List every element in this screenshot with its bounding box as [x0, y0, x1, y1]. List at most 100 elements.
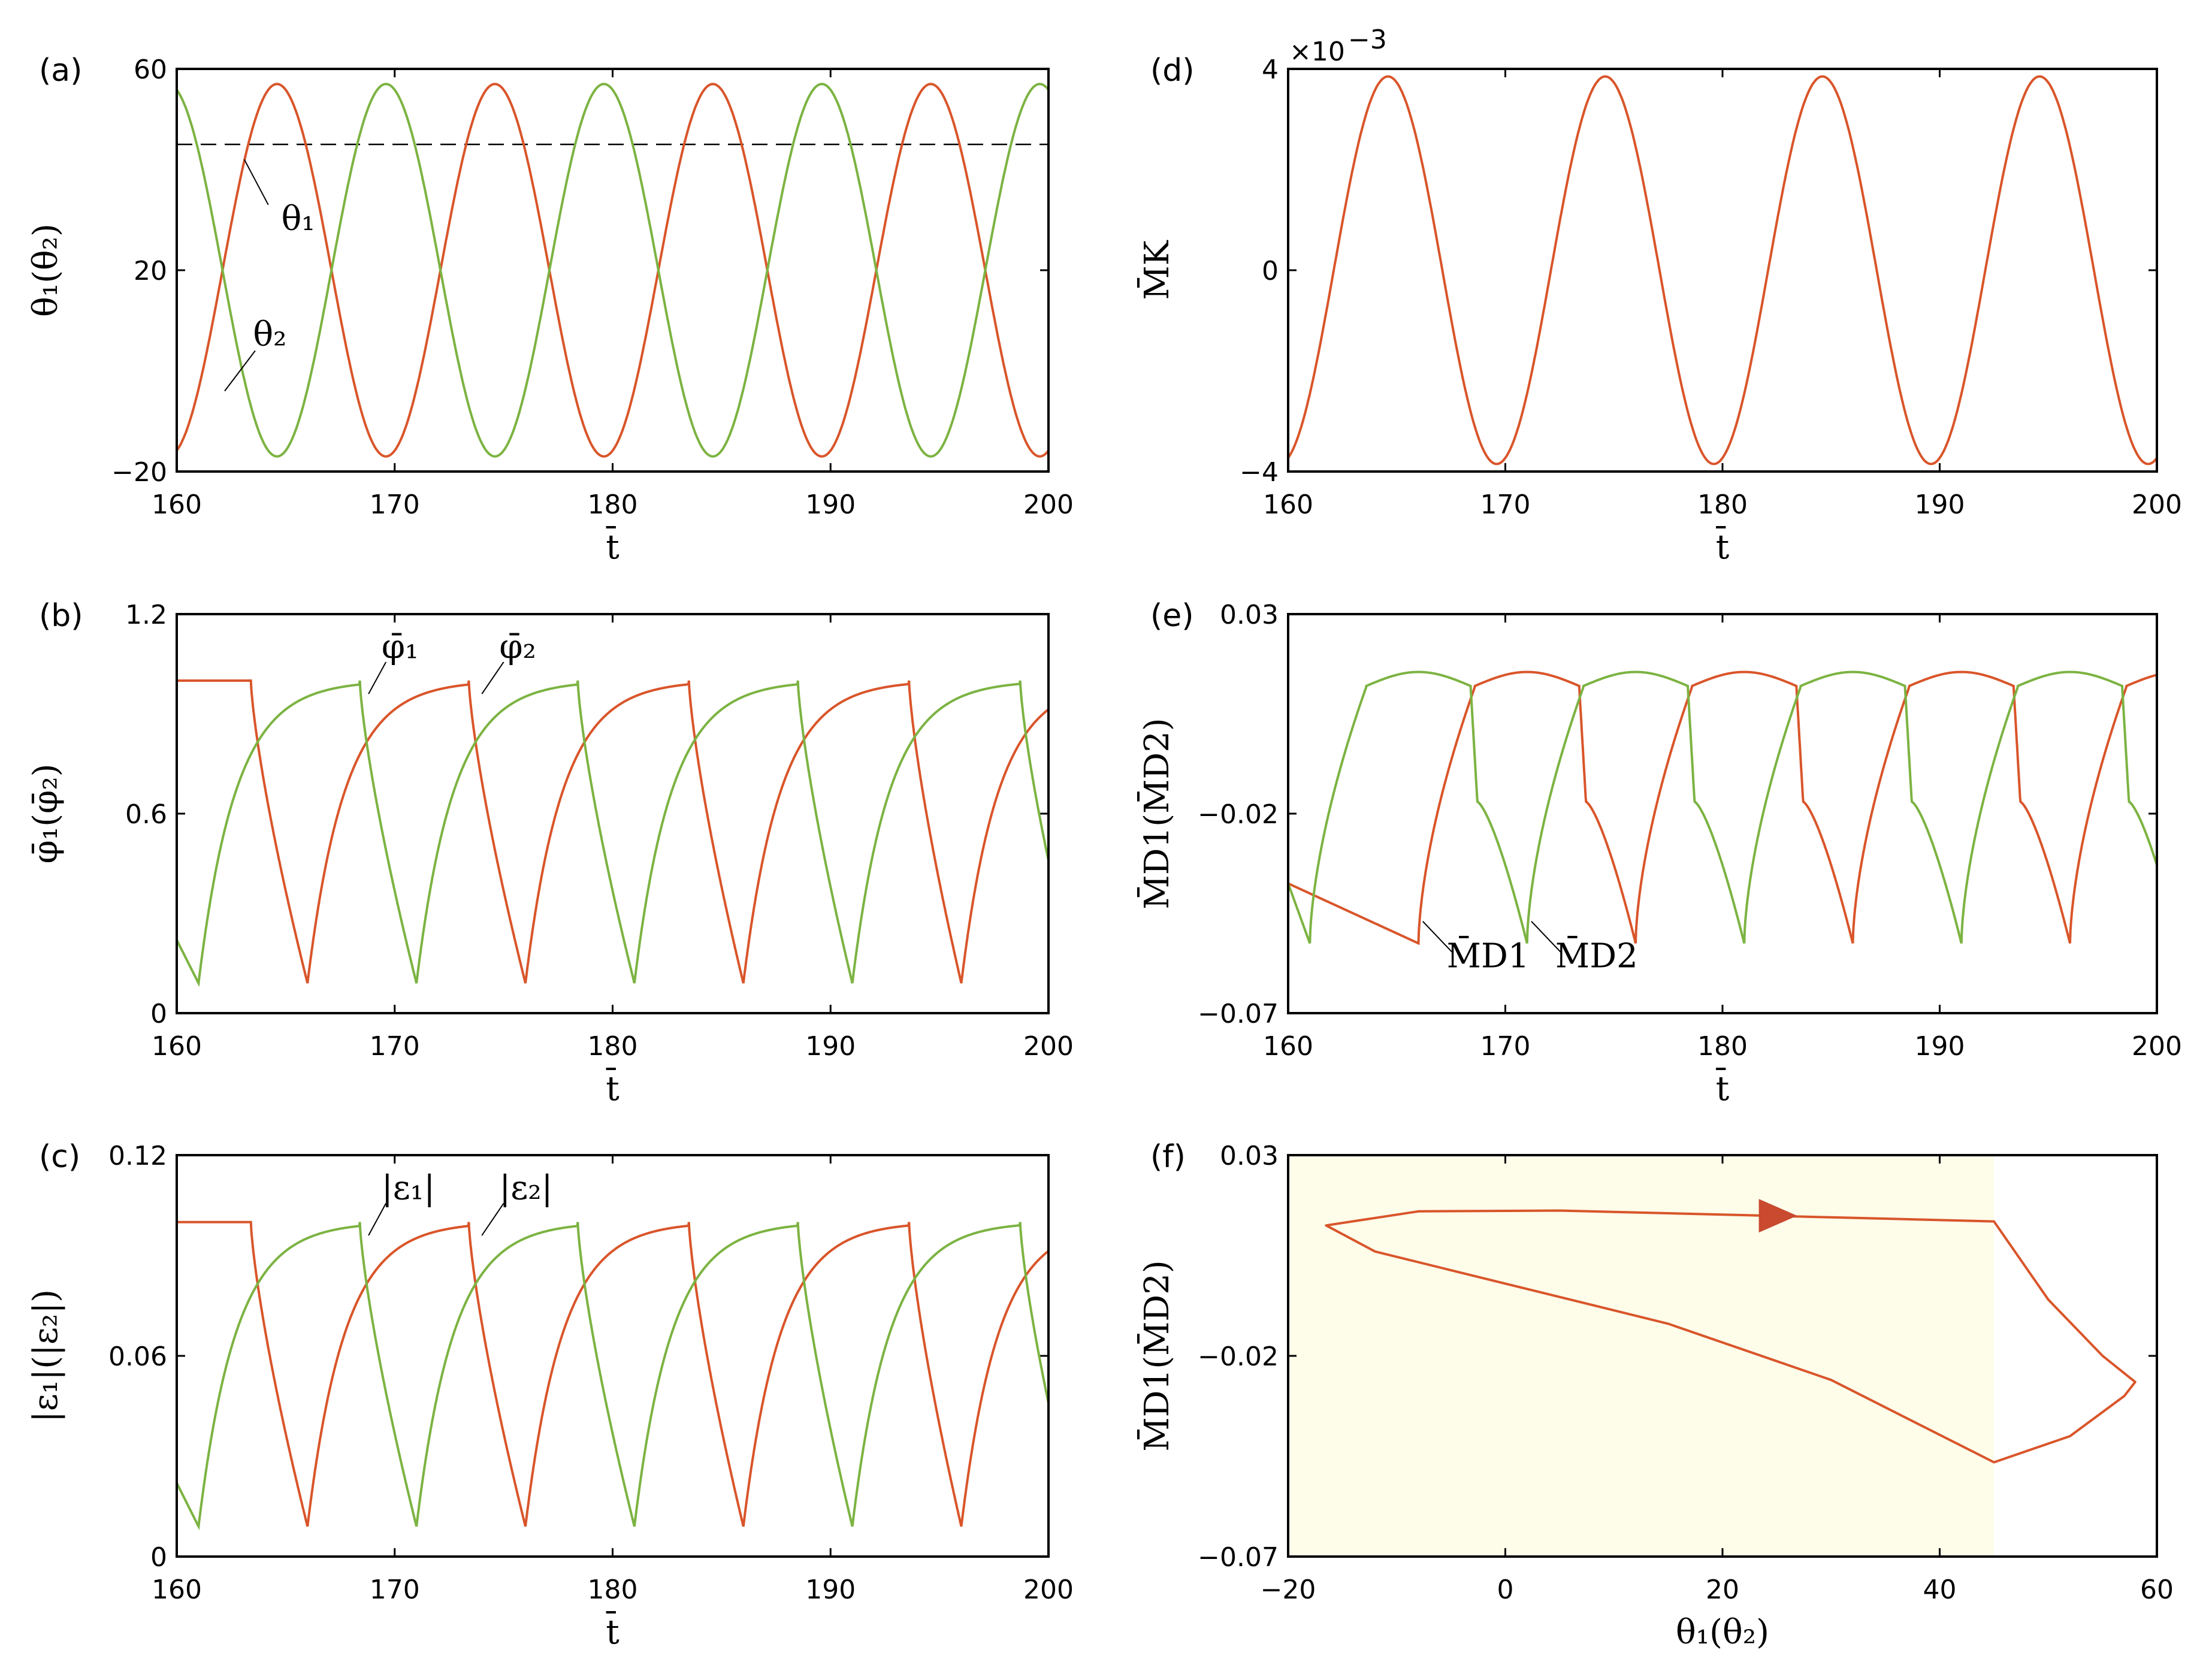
plot-frame — [176, 613, 1050, 1014]
x-tick-label: 200 — [2132, 1031, 2182, 1062]
y-axis-label: θ₁(θ₂) — [26, 223, 65, 317]
x-axis-label: t̄ — [1715, 525, 1729, 567]
panel-e: 160 170 180 190 200 −0.07 −0.02 0.03 t̄ M̄D1(M̄D2… — [1137, 598, 2182, 1108]
series-theta1-line — [176, 83, 1050, 458]
series-theta2-line — [176, 83, 1050, 458]
y-tick-label: 0.6 — [125, 799, 167, 830]
x-axis-label: θ₁(θ₂) — [1676, 1613, 1769, 1652]
x-tick-label: 190 — [805, 489, 856, 520]
panel-label: (a) — [39, 53, 82, 89]
annot-leader — [1531, 921, 1563, 954]
y-tick-label: −0.07 — [1198, 999, 1279, 1029]
y-axis-label: |ε₁|(|ε₂|) — [26, 1289, 65, 1422]
series-label-1: |ε₁| — [382, 1169, 435, 1208]
y-tick-label: 1.2 — [125, 600, 167, 630]
y-axis-label: φ̄₁(φ̄₂) — [26, 763, 65, 863]
series-mk-line — [1287, 75, 2158, 466]
x-tick-label: 180 — [588, 489, 638, 520]
y-axis-label: M̄K — [1137, 240, 1177, 300]
x-tick-label: 170 — [370, 489, 420, 520]
panel-a: 160 170 180 190 200 −20 20 60 t̄ θ₁(θ₂) (a) θ₁ θ₂ — [26, 53, 1074, 567]
x-tick-label: 40 — [1923, 1575, 1957, 1605]
x-tick-label: 170 — [1480, 489, 1531, 520]
series-label-md1: M̄D1 — [1447, 935, 1530, 975]
exponent-value: −3 — [1348, 25, 1387, 55]
x-tick-label: 200 — [2132, 489, 2182, 520]
y-tick-label: 20 — [134, 256, 167, 286]
shaded-region — [1288, 1155, 1995, 1557]
panel-d: 160 170 180 190 200 −4 0 4 t̄ M̄K (d) ×10 −3 — [1137, 25, 2182, 567]
y-tick-label: 0.03 — [1220, 1141, 1279, 1171]
y-tick-label: −4 — [1240, 457, 1279, 488]
plot-frame — [1287, 68, 2158, 473]
x-tick-label: 160 — [1263, 1031, 1313, 1062]
panel-label: (e) — [1150, 598, 1194, 634]
direction-arrow — [1758, 1199, 1797, 1233]
panel-label: (d) — [1150, 53, 1195, 89]
y-tick-label: 4 — [1262, 55, 1279, 85]
panel-label: (c) — [39, 1139, 80, 1175]
y-axis-label: M̄D1(M̄D2) — [1137, 718, 1177, 909]
x-axis-label: t̄ — [606, 525, 620, 567]
annot-leader — [481, 661, 504, 694]
exponent-label: ×10 — [1289, 37, 1345, 67]
series-1-line — [177, 679, 1050, 984]
series-label-theta1: θ₁ — [282, 200, 315, 238]
x-tick-label: 180 — [1697, 1031, 1748, 1062]
y-tick-label: 0 — [150, 1542, 167, 1573]
x-tick-label: 180 — [1697, 489, 1748, 520]
x-axis-label: t̄ — [606, 1067, 620, 1108]
x-tick-label: 180 — [588, 1575, 638, 1605]
panel-label: (b) — [39, 598, 83, 634]
y-tick-label: 60 — [134, 55, 167, 85]
x-tick-label: 190 — [805, 1031, 856, 1062]
y-tick-label: −0.07 — [1198, 1542, 1279, 1573]
series-label-md2: M̄D2 — [1555, 935, 1638, 975]
annot-leader — [243, 159, 269, 206]
y-tick-label: 0.12 — [108, 1141, 167, 1171]
x-tick-label: 160 — [152, 1575, 202, 1605]
x-tick-label: 0 — [1497, 1575, 1514, 1605]
x-tick-label: 190 — [1915, 1031, 1965, 1062]
series-2-line — [176, 680, 1050, 987]
x-axis-label: t̄ — [606, 1610, 620, 1652]
x-tick-label: −20 — [1261, 1575, 1316, 1605]
y-tick-label: −0.02 — [1198, 1341, 1279, 1372]
y-tick-label: −0.02 — [1198, 799, 1279, 830]
x-tick-label: 190 — [1915, 489, 1965, 520]
x-tick-label: 170 — [370, 1575, 420, 1605]
plot-frame — [1287, 613, 2158, 1014]
x-tick-label: 160 — [1263, 489, 1313, 520]
y-tick-label: 0 — [150, 999, 167, 1029]
x-tick-label: 180 — [588, 1031, 638, 1062]
panel-f: −20 0 20 40 60 −0.07 −0.02 0.03 θ₁(θ₂) M̄D1(M̄D2)… — [1137, 1139, 2174, 1652]
x-tick-label: 170 — [1480, 1031, 1531, 1062]
series-1-line — [177, 1220, 1050, 1527]
series-md2-line — [1287, 670, 2158, 944]
annot-leader — [368, 1202, 387, 1236]
x-tick-label: 160 — [152, 1031, 202, 1062]
panel-label: (f) — [1150, 1139, 1186, 1175]
x-tick-label: 200 — [1023, 489, 1074, 520]
x-tick-label: 200 — [1023, 1575, 1074, 1605]
x-axis-label: t̄ — [1715, 1067, 1729, 1108]
x-tick-label: 200 — [1023, 1031, 1074, 1062]
y-tick-label: 0.06 — [108, 1341, 167, 1372]
x-tick-label: 160 — [152, 489, 202, 520]
series-md1-line — [1288, 670, 2157, 945]
series-label-2: |ε₂| — [499, 1169, 552, 1208]
y-tick-label: 0.03 — [1220, 600, 1279, 630]
plot-frame — [176, 68, 1050, 473]
y-axis-label: M̄D1(M̄D2) — [1137, 1260, 1177, 1451]
y-tick-label: −20 — [111, 457, 167, 488]
plot-frame — [176, 1154, 1050, 1558]
series-label-theta2: θ₂ — [253, 315, 286, 354]
series-2-line — [176, 1222, 1050, 1530]
x-tick-label: 20 — [1706, 1575, 1739, 1605]
panel-c: 160 170 180 190 200 0 0.06 0.12 t̄ |ε₁|(|ε₂|) (c) |… — [26, 1139, 1074, 1652]
annot-leader — [1422, 921, 1454, 954]
annot-leader — [224, 350, 256, 392]
annot-leader — [368, 661, 387, 694]
series-label-1: φ̄₁ — [382, 627, 419, 666]
